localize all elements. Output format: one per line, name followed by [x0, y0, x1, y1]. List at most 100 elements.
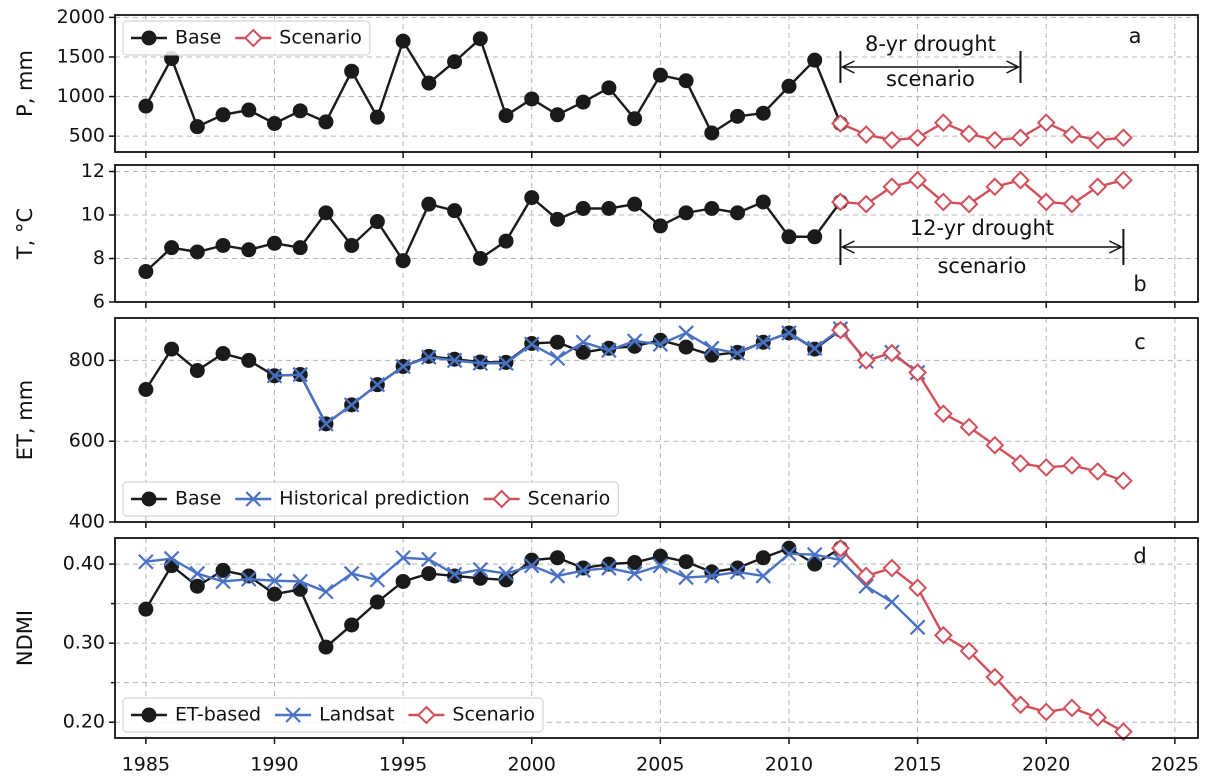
marker — [395, 33, 411, 49]
marker — [141, 491, 157, 507]
marker-stroke — [601, 560, 617, 576]
y-axis-label: ET, mm — [13, 380, 37, 460]
marker-stroke — [472, 355, 489, 372]
marker — [856, 194, 876, 214]
marker-stroke — [498, 355, 514, 372]
marker — [678, 554, 694, 570]
y-tick-label: 500 — [69, 125, 105, 147]
marker — [241, 568, 257, 584]
marker — [959, 417, 979, 437]
marker — [933, 192, 953, 212]
marker — [985, 177, 1005, 197]
marker — [215, 107, 231, 123]
marker — [344, 63, 360, 79]
series-line — [840, 178, 1124, 206]
marker — [678, 325, 694, 341]
y-tick-label: 1000 — [57, 85, 105, 107]
marker-stroke — [421, 551, 437, 568]
arrow-head — [1006, 60, 1021, 74]
marker — [933, 625, 953, 645]
marker — [985, 130, 1005, 150]
marker-stroke — [189, 565, 206, 582]
marker — [831, 538, 850, 558]
marker-stroke — [549, 350, 566, 367]
marker — [807, 52, 823, 68]
marker — [421, 75, 437, 91]
legend-label: Base — [175, 488, 221, 510]
marker — [678, 569, 694, 586]
marker — [858, 578, 874, 594]
marker — [318, 583, 334, 600]
marker — [908, 578, 928, 598]
marker — [369, 109, 385, 125]
legend: Base Historical prediction Scenario — [122, 481, 619, 517]
marker — [549, 107, 565, 123]
marker-stroke — [318, 416, 334, 432]
marker — [285, 707, 301, 723]
marker — [755, 105, 771, 121]
marker — [498, 108, 514, 124]
series — [831, 538, 1133, 742]
y-tick-label: 400 — [69, 511, 105, 533]
marker — [678, 205, 694, 221]
marker — [626, 333, 643, 349]
marker — [138, 601, 154, 617]
marker-stroke — [858, 578, 874, 594]
x-tick-label: 2000 — [508, 754, 556, 776]
marker — [369, 572, 386, 588]
marker — [575, 562, 591, 579]
marker — [395, 253, 411, 269]
marker — [292, 573, 308, 590]
marker-stroke — [266, 572, 283, 589]
series — [138, 322, 848, 432]
marker — [1113, 128, 1133, 148]
marker-stroke — [472, 561, 489, 578]
marker — [266, 115, 282, 131]
marker — [266, 367, 283, 384]
marker — [755, 194, 771, 210]
marker — [189, 578, 205, 594]
marker — [601, 200, 617, 216]
marker — [215, 573, 231, 590]
marker-stroke — [446, 352, 463, 369]
marker — [141, 30, 157, 46]
marker — [472, 355, 489, 372]
marker — [1062, 456, 1082, 475]
marker — [492, 489, 512, 509]
marker — [498, 233, 514, 249]
marker-stroke — [652, 336, 669, 353]
marker — [908, 170, 928, 190]
marker-stroke — [652, 557, 669, 574]
y-tick-label: 800 — [69, 349, 105, 371]
marker — [933, 404, 953, 424]
marker — [163, 550, 180, 567]
marker-stroke — [626, 565, 643, 582]
marker-stroke — [369, 376, 386, 393]
panel-label: a — [1129, 24, 1142, 48]
annotation-text: scenario — [937, 254, 1026, 278]
arrow-head — [1109, 240, 1124, 254]
x-tick-label: 2005 — [636, 754, 684, 776]
marker — [856, 125, 876, 144]
panel-label: c — [1134, 330, 1146, 354]
marker — [730, 205, 746, 221]
marker-stroke — [806, 546, 823, 563]
marker — [882, 177, 902, 197]
marker — [523, 557, 540, 574]
marker — [1062, 194, 1082, 214]
x-tick-label: 2020 — [1022, 754, 1070, 776]
marker — [1088, 177, 1108, 197]
marker — [908, 363, 928, 382]
marker — [781, 546, 797, 562]
marker — [704, 200, 720, 216]
marker — [575, 560, 591, 576]
marker — [575, 344, 591, 360]
marker — [266, 586, 282, 602]
panel: 500 1000 1500 2000 P, mm 8-yr drought scenario… — [13, 6, 1199, 158]
panel: 400 600 800 ET, mm c Base Historical predictio… — [13, 317, 1199, 533]
marker — [138, 264, 154, 280]
series-line — [144, 36, 842, 135]
marker — [549, 550, 565, 566]
marker — [652, 336, 669, 353]
